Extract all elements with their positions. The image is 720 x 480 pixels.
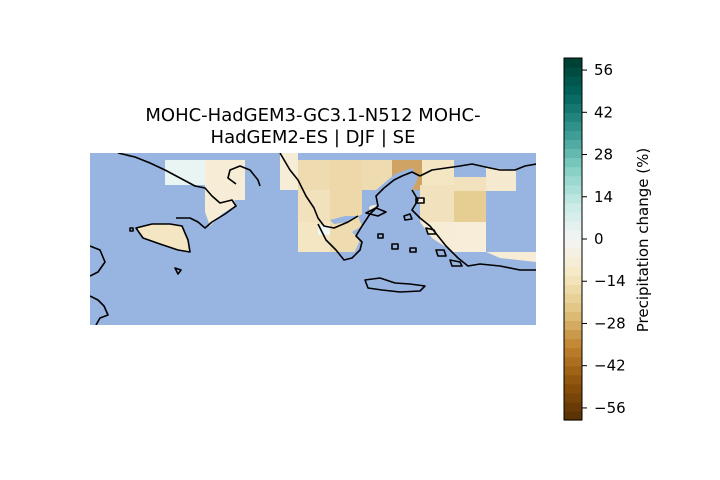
colorbar-segment — [564, 193, 582, 204]
colorbar: 56 42 28 14 0 −14 −28 −42 −56 Precipitation chan… — [563, 57, 652, 421]
grid-cell — [318, 225, 330, 235]
colorbar-segment — [564, 374, 582, 385]
grid-cell — [454, 191, 486, 222]
colorbar-gradient — [564, 58, 582, 421]
colorbar-segment — [564, 157, 582, 168]
colorbar-segment — [564, 175, 582, 186]
grid-cell — [298, 190, 330, 222]
grid-cell — [454, 222, 486, 252]
colorbar-segment — [564, 248, 582, 258]
colorbar-segment — [564, 239, 582, 249]
colorbar-ticks: 56 42 28 14 0 −14 −28 −42 −56 — [582, 61, 626, 417]
colorbar-segment — [564, 356, 582, 367]
colorbar-segment — [564, 112, 582, 122]
colorbar-tick-label: 56 — [594, 61, 613, 79]
colorbar-segment — [564, 383, 582, 394]
colorbar-segment — [564, 329, 582, 340]
colorbar-tick-label: −28 — [594, 314, 626, 332]
grid-cell — [454, 177, 486, 191]
map-title-line-2: HadGEM2-ES | DJF | SE — [211, 127, 416, 148]
colorbar-segment — [564, 121, 582, 131]
colorbar-segment — [564, 148, 582, 159]
aegean-sea — [340, 168, 472, 325]
colorbar-segment — [564, 392, 582, 403]
grid-cell — [420, 185, 454, 222]
grid-cell — [486, 252, 536, 262]
colorbar-segment — [564, 302, 582, 312]
colorbar-tick-label: 14 — [594, 188, 613, 206]
black-sea — [462, 153, 536, 170]
colorbar-segment — [564, 94, 582, 104]
grid-cell — [298, 160, 330, 190]
colorbar-segment — [564, 220, 582, 231]
colorbar-segment — [564, 338, 582, 349]
colorbar-segment — [564, 410, 582, 421]
coastlines — [90, 153, 536, 325]
colorbar-segment — [564, 320, 582, 331]
colorbar-segment — [564, 266, 582, 276]
colorbar-tick-label: 42 — [594, 103, 613, 121]
colorbar-segment — [564, 184, 582, 195]
grid-cell — [330, 160, 362, 190]
colorbar-tick-label: −14 — [594, 272, 626, 290]
grid-cell — [205, 160, 236, 226]
colorbar-segment — [564, 211, 582, 222]
map-title-line-1: MOHC-HadGEM3-GC3.1-N512 MOHC- — [145, 105, 480, 126]
colorbar-segment — [564, 67, 582, 77]
map-panel — [90, 153, 536, 325]
colorbar-segment — [564, 85, 582, 95]
colorbar-segment — [564, 311, 582, 322]
gulf-of-corinth — [330, 216, 358, 224]
colorbar-segment — [564, 275, 582, 285]
colorbar-segment — [564, 365, 582, 376]
colorbar-segment — [564, 293, 582, 303]
colorbar-segment — [564, 229, 582, 240]
colorbar-tick-label: 28 — [594, 146, 613, 164]
colorbar-segment — [564, 202, 582, 213]
colorbar-tick-label: −56 — [594, 399, 626, 417]
colorbar-segment — [564, 58, 582, 68]
grid-cell — [280, 153, 298, 190]
colorbar-label: Precipitation change (%) — [634, 148, 652, 332]
colorbar-segment — [564, 257, 582, 267]
sicily-land — [136, 224, 190, 252]
colorbar-tick-label: 0 — [594, 230, 604, 248]
colorbar-tick-label: −42 — [594, 357, 626, 375]
colorbar-segment — [564, 284, 582, 294]
colorbar-segment — [564, 130, 582, 141]
colorbar-segment — [564, 166, 582, 177]
colorbar-segment — [564, 139, 582, 150]
colorbar-segment — [564, 76, 582, 86]
colorbar-segment — [564, 401, 582, 412]
colorbar-segment — [564, 347, 582, 358]
colorbar-segment — [564, 103, 582, 113]
